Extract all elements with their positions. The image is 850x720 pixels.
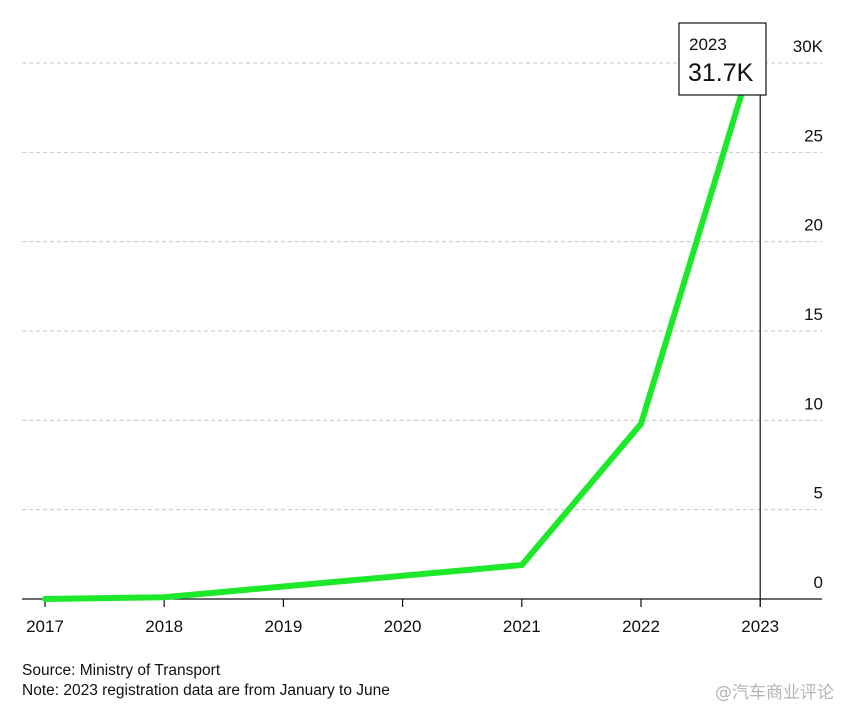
- watermark: @汽车商业评论: [715, 683, 834, 703]
- x-tick-label-2017: 2017: [26, 617, 64, 636]
- y-tick-label-30: 30K: [793, 37, 824, 56]
- x-tick-label-2020: 2020: [384, 617, 422, 636]
- series-layer: [42, 29, 764, 602]
- x-tick-label-2023: 2023: [741, 617, 779, 636]
- x-tick-label-2022: 2022: [622, 617, 660, 636]
- annotation-value: 31.7K: [688, 59, 754, 87]
- annotation-box: [678, 22, 767, 96]
- y-tick-label-0: 0: [814, 573, 823, 592]
- source-note: Source: Ministry of Transport: [22, 662, 221, 679]
- x-tick-labels: 2017 2018 2019 2020 2021 2022 2023: [26, 599, 779, 636]
- y-tick-label-15: 15: [804, 305, 823, 324]
- x-tick-label-2019: 2019: [264, 617, 302, 636]
- y-tick-label-25: 25: [804, 126, 823, 145]
- series-line-0: [42, 29, 764, 602]
- y-tick-label-20: 20: [804, 216, 823, 235]
- annotation-callout: 2023 31.7K: [678, 22, 767, 96]
- gridlines: [22, 62, 822, 511]
- annotation-year: 2023: [689, 35, 727, 54]
- y-tick-label-10: 10: [804, 394, 823, 413]
- axes: [22, 95, 822, 607]
- y-tick-label-5: 5: [814, 484, 823, 503]
- x-tick-label-2018: 2018: [145, 617, 183, 636]
- y-tick-labels: 0 5 10 15 20 25 30K: [793, 37, 824, 592]
- x-tick-label-2021: 2021: [503, 617, 541, 636]
- data-note: Note: 2023 registration data are from Ja…: [22, 682, 390, 699]
